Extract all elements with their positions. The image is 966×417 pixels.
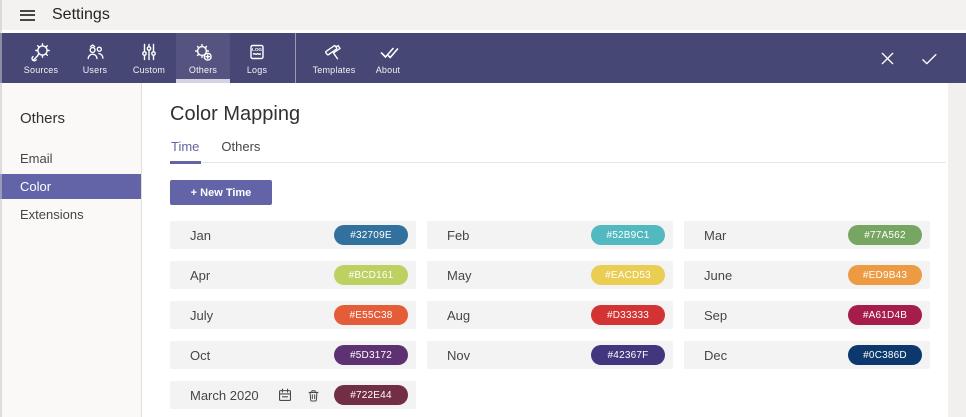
- toolbar-tab-label: Users: [82, 65, 108, 75]
- confirm-icon[interactable]: [919, 49, 938, 68]
- toolbar-tab-label: Logs: [246, 65, 268, 75]
- window-left-edge: [0, 0, 2, 417]
- color-entry-row[interactable]: Sep #A61D4B: [684, 301, 930, 329]
- color-entry-row[interactable]: Apr #BCD161: [170, 261, 416, 289]
- toolbar-tab-label: Custom: [132, 65, 166, 75]
- color-entry-row[interactable]: Feb #52B9C1: [427, 221, 673, 249]
- sidebar-list: Email Color Extensions: [0, 146, 141, 227]
- top-bar: Settings: [0, 0, 966, 30]
- color-entry-row[interactable]: May #EACD53: [427, 261, 673, 289]
- entry-label: Sep: [704, 307, 728, 323]
- toolbar-tab-label: Others: [188, 65, 218, 75]
- entry-actions: [277, 387, 321, 403]
- color-entry-row[interactable]: Nov #42367F: [427, 341, 673, 369]
- entry-label: May: [447, 267, 472, 283]
- toolbar-tab-templates[interactable]: Templates: [307, 33, 361, 83]
- vertical-scrollbar[interactable]: [948, 83, 966, 417]
- entry-label: Feb: [447, 227, 470, 243]
- sidebar-item-color[interactable]: Color: [0, 174, 141, 199]
- toolbar-actions: [878, 33, 966, 83]
- color-entry-row[interactable]: Oct #5D3172: [170, 341, 416, 369]
- color-pill[interactable]: #E55C38: [334, 305, 408, 325]
- toolbar-tab-custom[interactable]: Custom: [122, 33, 176, 83]
- color-entry-row[interactable]: Dec #0C386D: [684, 341, 930, 369]
- color-entry-row[interactable]: Jan #32709E: [170, 221, 416, 249]
- color-mapping-tabs: Time Others: [170, 139, 946, 164]
- color-pill[interactable]: #D33333: [591, 305, 665, 325]
- tab-time[interactable]: Time: [170, 139, 202, 164]
- color-pill[interactable]: #0C386D: [848, 345, 922, 365]
- color-pill[interactable]: #BCD161: [334, 265, 408, 285]
- toolbar-tab-logs[interactable]: LOG Logs: [230, 33, 284, 83]
- color-pill[interactable]: #EACD53: [591, 265, 665, 285]
- new-time-button[interactable]: + New Time: [170, 180, 272, 205]
- gear-plus-icon: [192, 41, 214, 63]
- paint-roller-icon: [323, 41, 345, 63]
- entry-label: June: [704, 267, 733, 283]
- settings-toolbar: Sources Users: [0, 33, 966, 83]
- color-entry-row[interactable]: July #E55C38: [170, 301, 416, 329]
- close-icon[interactable]: [878, 49, 897, 68]
- sidebar-heading: Others: [20, 110, 66, 127]
- calendar-icon[interactable]: [277, 387, 293, 403]
- sidebar-item-extensions[interactable]: Extensions: [20, 207, 84, 222]
- color-mapping-panel: Color Mapping Time Others + New Time Jan…: [142, 83, 948, 417]
- color-pill[interactable]: #5D3172: [334, 345, 408, 365]
- color-entry-row[interactable]: Mar #77A562: [684, 221, 930, 249]
- color-entry-row[interactable]: March 2020 #722E44: [170, 381, 416, 409]
- sidebar-item-email[interactable]: Email: [20, 151, 53, 166]
- entry-label: July: [190, 307, 214, 323]
- color-pill[interactable]: #722E44: [334, 385, 408, 405]
- toolbar-separator: [295, 33, 296, 83]
- toolbar-tab-sources[interactable]: Sources: [14, 33, 68, 83]
- toolbar-tab-label: Templates: [312, 65, 356, 75]
- entry-label: Jan: [190, 227, 211, 243]
- entry-label: Nov: [447, 347, 471, 363]
- color-pill[interactable]: #ED9B43: [848, 265, 922, 285]
- color-pill[interactable]: #42367F: [591, 345, 665, 365]
- color-pill[interactable]: #77A562: [848, 225, 922, 245]
- toolbar-tab-users[interactable]: Users: [68, 33, 122, 83]
- tab-others[interactable]: Others: [221, 139, 261, 154]
- color-grid: Jan #32709E Feb #52B9C1 Mar #77A562 Apr …: [170, 221, 930, 409]
- logs-icon: LOG: [246, 41, 268, 63]
- others-sidebar: Others Email Color Extensions: [0, 83, 142, 417]
- entry-label: Dec: [704, 347, 728, 363]
- color-entry-row[interactable]: Aug #D33333: [427, 301, 673, 329]
- entry-label: March 2020: [190, 387, 259, 403]
- color-entry-row[interactable]: June #ED9B43: [684, 261, 930, 289]
- color-pill[interactable]: #52B9C1: [591, 225, 665, 245]
- toolbar-tab-label: About: [375, 65, 401, 75]
- entry-label: Mar: [704, 227, 727, 243]
- app-title: Settings: [52, 6, 110, 23]
- color-pill[interactable]: #32709E: [334, 225, 408, 245]
- sliders-icon: [138, 41, 160, 63]
- trash-icon[interactable]: [306, 388, 321, 403]
- page-title: Color Mapping: [170, 103, 301, 125]
- hamburger-menu-icon[interactable]: [20, 7, 35, 23]
- users-icon: [84, 41, 106, 63]
- toolbar-tab-others[interactable]: Others: [176, 33, 230, 83]
- color-pill[interactable]: #A61D4B: [848, 305, 922, 325]
- double-check-icon: [377, 41, 399, 63]
- svg-text:LOG: LOG: [252, 47, 262, 52]
- entry-label: Aug: [447, 307, 471, 323]
- toolbar-tab-about[interactable]: About: [361, 33, 415, 83]
- sources-gear-wrench-icon: [30, 41, 52, 63]
- entry-label: Oct: [190, 347, 211, 363]
- toolbar-tab-label: Sources: [23, 65, 59, 75]
- entry-label: Apr: [190, 267, 211, 283]
